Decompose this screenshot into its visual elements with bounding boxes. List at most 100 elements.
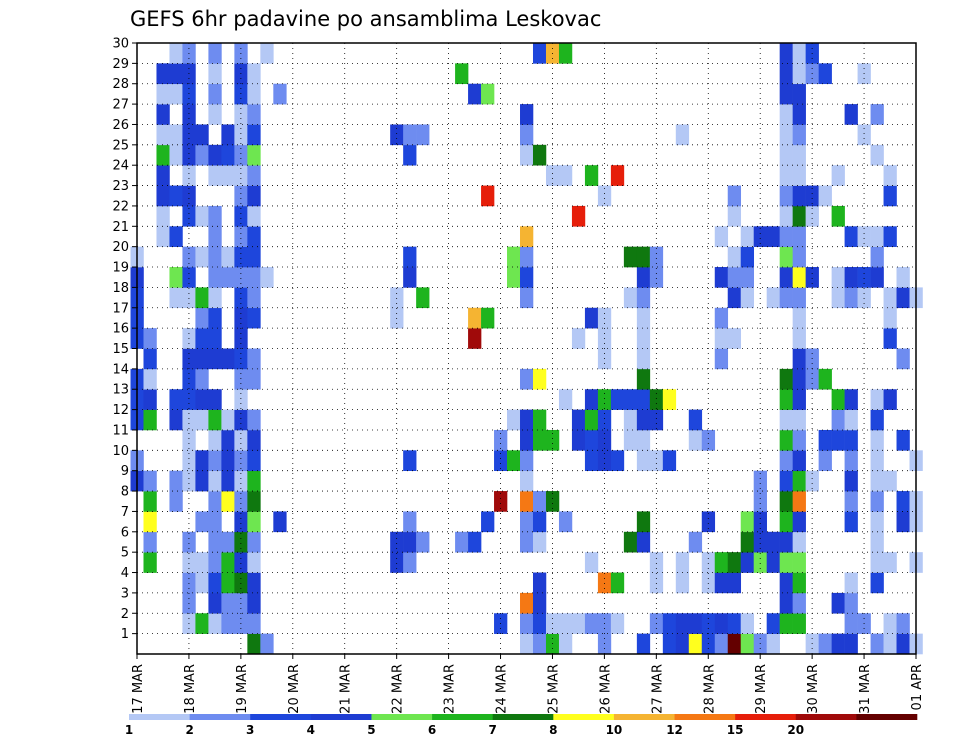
precip-cell: [818, 368, 832, 390]
precip-cell: [857, 287, 871, 309]
y-tick-label: 18: [112, 281, 129, 296]
legend-label: 6: [428, 723, 436, 737]
precip-cell: [182, 205, 196, 227]
x-tick-label: 21 MAR: [339, 664, 354, 714]
precip-cell: [156, 226, 170, 247]
y-tick-label: 13: [112, 383, 129, 398]
precip-cell: [636, 368, 651, 390]
precip-cell: [883, 287, 897, 309]
precip-cell: [169, 389, 183, 410]
precip-cell: [779, 185, 793, 207]
precip-cell: [896, 633, 910, 655]
precip-cell: [792, 63, 806, 85]
precip-cell: [208, 104, 222, 125]
precip-cell: [247, 572, 261, 594]
precip-cell: [584, 307, 599, 329]
precip-cell: [792, 511, 806, 533]
precip-cell: [805, 470, 819, 492]
precip-cell: [675, 552, 690, 573]
precip-cell: [584, 389, 599, 410]
precip-cell: [234, 368, 248, 390]
precip-cell: [831, 205, 845, 227]
precip-cell: [740, 511, 755, 533]
precip-cell: [623, 246, 638, 268]
precip-cell: [792, 429, 806, 451]
precip-cell: [597, 409, 612, 431]
precip-cell: [844, 592, 858, 614]
precip-cell: [636, 450, 651, 471]
y-tick-label: 7: [121, 505, 129, 520]
precip-cell: [169, 185, 183, 207]
precip-cell: [390, 552, 404, 573]
precip-cell: [740, 287, 755, 309]
precip-cell: [247, 104, 261, 125]
legend-swatch: [250, 714, 312, 720]
x-axis: 17 MAR 18 MAR 19 MAR 20 MAR 21 MAR 22 MAR 23 M…: [131, 654, 925, 714]
precip-cell: [182, 287, 196, 309]
precip-cell: [208, 144, 222, 166]
precip-cell: [727, 246, 742, 268]
y-tick-label: 14: [112, 362, 129, 377]
precip-cell: [792, 307, 806, 329]
precip-cell: [221, 470, 235, 492]
precip-cell: [247, 613, 261, 634]
precip-cell: [792, 83, 806, 105]
precip-cell: [870, 104, 884, 125]
y-tick-label: 20: [112, 240, 129, 255]
precip-cell: [662, 633, 677, 655]
legend-swatch: [613, 714, 675, 720]
precip-cell: [143, 531, 157, 553]
precip-cell: [870, 572, 884, 594]
cells-layer: [130, 43, 923, 655]
precip-cell: [779, 572, 793, 594]
precip-cell: [468, 328, 482, 349]
legend-label: 7: [489, 723, 497, 737]
legend-label: 1: [125, 723, 133, 737]
precip-cell: [208, 592, 222, 614]
precip-cell: [896, 613, 910, 634]
precip-cell: [623, 287, 638, 309]
precip-cell: [753, 226, 767, 247]
precip-cell: [883, 633, 897, 655]
precip-cell: [792, 613, 806, 634]
y-tick-label: 17: [112, 301, 129, 316]
precip-cell: [208, 307, 222, 329]
precip-cell: [779, 165, 793, 186]
precip-cell: [507, 246, 521, 268]
precip-cell: [182, 429, 196, 451]
grid-layer: [137, 42, 916, 654]
x-tick-label: 25 MAR: [546, 664, 561, 714]
precip-cell: [156, 165, 170, 186]
precip-cell: [182, 531, 196, 553]
precip-cell: [221, 409, 235, 431]
precip-cell: [208, 552, 222, 573]
precip-cell: [883, 328, 897, 349]
precip-cell: [844, 470, 858, 492]
precip-cell: [247, 246, 261, 268]
precip-cell: [896, 287, 910, 309]
legend-swatch: [795, 714, 857, 720]
precip-cell: [520, 104, 534, 125]
precip-cell: [844, 409, 858, 431]
precip-cell: [870, 409, 884, 431]
precip-cell: [532, 43, 547, 64]
precip-cell: [208, 450, 222, 471]
precip-cell: [273, 83, 287, 105]
precip-cell: [520, 246, 534, 268]
precip-cell: [532, 633, 547, 655]
precip-cell: [844, 389, 858, 410]
precip-cell: [532, 144, 547, 166]
precip-cell: [143, 389, 157, 410]
precip-cell: [507, 267, 521, 288]
precip-cell: [195, 450, 209, 471]
precip-cell: [143, 348, 157, 370]
precip-cell: [195, 124, 209, 146]
precip-cell: [792, 124, 806, 146]
precip-cell: [792, 267, 806, 288]
precip-cell: [390, 287, 404, 309]
y-tick-label: 5: [121, 546, 129, 561]
precip-cell: [818, 450, 832, 471]
precip-cell: [805, 267, 819, 288]
legend-swatch: [310, 714, 372, 720]
